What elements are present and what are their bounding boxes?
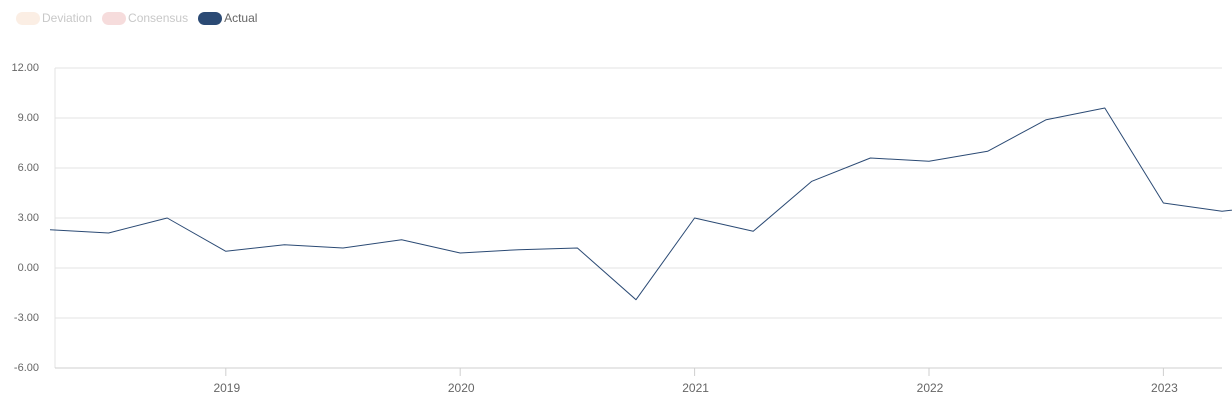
axis-layer: -6.00 -3.00 0.00 3.00 6.00 9.00 12.00 2019 2020 2… (11, 62, 1222, 395)
x-tick-label: 2022 (917, 381, 944, 395)
y-tick-label: -3.00 (14, 312, 39, 324)
y-tick-label: -6.00 (14, 362, 39, 374)
legend-item-deviation[interactable]: Deviation (16, 11, 92, 25)
x-tick-label: 2020 (448, 381, 475, 395)
legend-label-deviation: Deviation (42, 11, 93, 25)
x-tick-label: 2023 (1151, 381, 1178, 395)
y-tick-label: 12.00 (11, 62, 39, 74)
x-tick-label: 2021 (682, 381, 709, 395)
legend-label-actual: Actual (224, 11, 258, 25)
legend-swatch-consensus (102, 11, 127, 25)
chart-legend: Deviation Consensus Actual (16, 11, 267, 25)
series-line-actual (49, 107, 1232, 301)
y-tick-label: 6.00 (18, 162, 39, 174)
legend-item-actual[interactable]: Actual (198, 11, 257, 25)
x-tick-label: 2019 (213, 381, 240, 395)
y-tick-label: 9.00 (18, 112, 39, 124)
y-tick-label: 3.00 (18, 212, 39, 224)
y-tick-label: 0.00 (18, 262, 39, 274)
legend-item-consensus[interactable]: Consensus (102, 11, 188, 25)
legend-swatch-deviation (16, 11, 40, 25)
legend-label-consensus: Consensus (128, 11, 189, 25)
series-layer (49, 107, 1232, 301)
grid-layer (55, 67, 1222, 369)
legend-swatch-actual (198, 11, 223, 25)
